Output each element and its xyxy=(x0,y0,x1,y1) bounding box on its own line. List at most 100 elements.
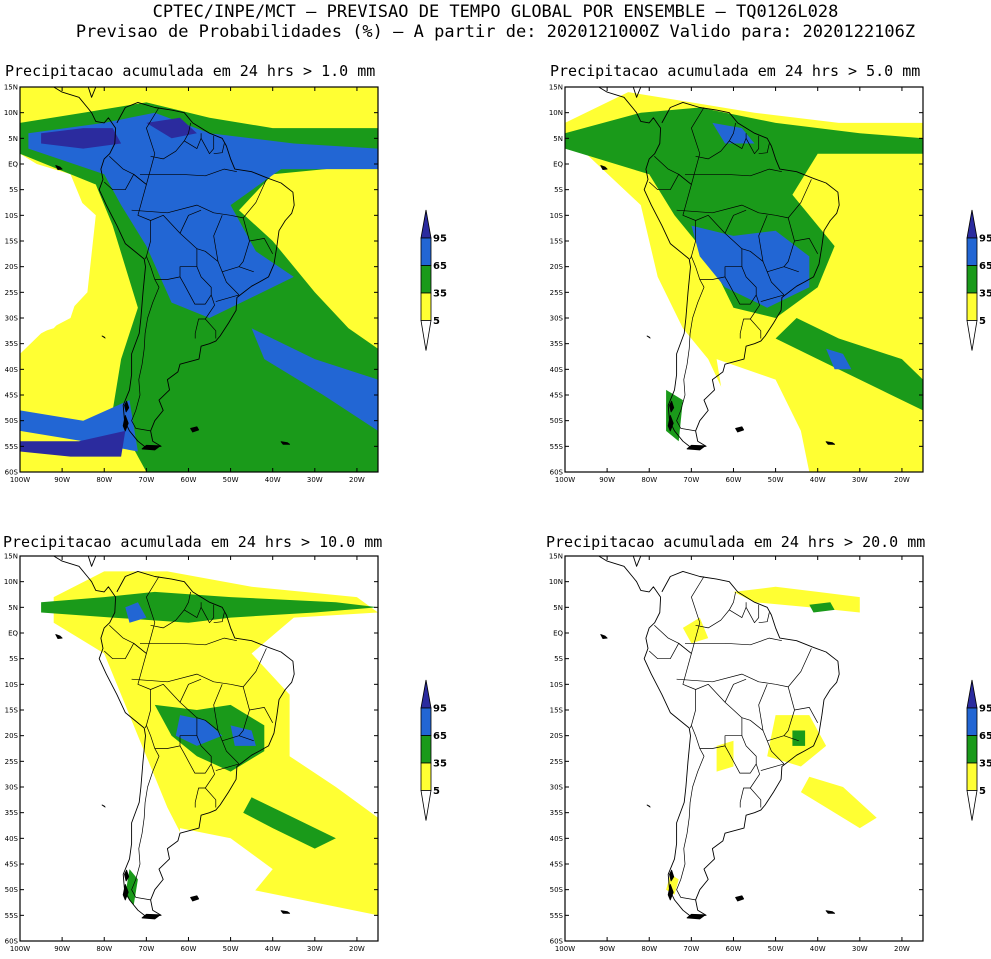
country-border xyxy=(213,215,223,262)
colorbar-triangle-low xyxy=(966,790,978,821)
lon-label: 90W xyxy=(54,476,70,484)
prob-35-region xyxy=(565,107,923,318)
prob-65-region xyxy=(691,225,810,308)
lat-label: EQ xyxy=(8,630,18,638)
country-border xyxy=(729,602,747,618)
lat-label: 35S xyxy=(550,809,564,817)
lon-label: 80W xyxy=(96,945,112,953)
lon-label: 100W xyxy=(555,945,575,953)
country-border xyxy=(242,648,267,688)
colorbar-label: 65 xyxy=(979,261,991,272)
island xyxy=(280,910,291,914)
no-prob-region xyxy=(20,174,96,339)
lon-label: 100W xyxy=(10,945,30,953)
country-border xyxy=(150,122,191,160)
plot-frame xyxy=(19,86,379,473)
colorbar-label: 95 xyxy=(979,704,991,715)
lat-label: 5N xyxy=(8,604,18,612)
lat-label: EQ xyxy=(8,161,18,169)
country-border xyxy=(724,209,747,234)
country-border xyxy=(184,133,202,149)
prob-35-region xyxy=(41,591,378,623)
country-border xyxy=(146,214,198,280)
lat-label: 15S xyxy=(5,238,19,246)
country-border xyxy=(654,576,705,654)
prob-5-region xyxy=(800,776,877,829)
island xyxy=(600,165,608,171)
island xyxy=(600,634,608,640)
country-border xyxy=(200,604,215,624)
colorbar-label: 35 xyxy=(433,759,447,770)
colorbar-label: 5 xyxy=(979,316,986,327)
colorbar-segment xyxy=(966,762,978,791)
colorbar-label: 35 xyxy=(979,289,991,300)
country-border xyxy=(150,591,191,629)
lat-label: 20S xyxy=(5,263,19,271)
map-panel-1mm: 15N 10N 5N EQ 5S 10S 15S 20S 25S 30S 35S 40S 45S 50S 5… xyxy=(4,84,379,484)
lat-label: 35S xyxy=(550,340,564,348)
island xyxy=(669,869,675,882)
country-border xyxy=(194,294,215,339)
coastlines xyxy=(598,87,840,451)
country-border xyxy=(724,266,757,305)
lon-label: 90W xyxy=(599,476,615,484)
lon-label: 50W xyxy=(768,476,784,484)
map-panel-10mm: 15N 10N 5N EQ 5S 10S 15S 20S 25S 30S 35S 40S 45S 50S 5… xyxy=(4,553,379,953)
country-border xyxy=(787,179,812,219)
country-border xyxy=(131,748,160,901)
country-border xyxy=(140,168,237,177)
country-border xyxy=(249,238,274,254)
axes: 15N 10N 5N EQ 5S 10S 15S 20S 25S 30S 35S 40S 45S 50S 5… xyxy=(4,553,379,953)
probability-fields xyxy=(666,586,877,895)
country-border xyxy=(103,173,147,191)
lat-label: 45S xyxy=(5,861,19,869)
panel-title-10mm: Precipitacao acumulada em 24 hrs > 10.0 … xyxy=(3,533,383,551)
colorbar-triangle-low xyxy=(420,320,432,351)
island xyxy=(667,415,674,432)
country-border xyxy=(137,184,151,260)
lon-label: 40W xyxy=(810,476,826,484)
lon-label: 60W xyxy=(726,945,742,953)
central-america-coast xyxy=(632,556,642,567)
colorbar-label: 65 xyxy=(979,731,991,742)
lat-label: 50S xyxy=(5,417,19,425)
central-america-coast xyxy=(632,87,642,98)
country-border xyxy=(146,683,198,749)
lon-label: 40W xyxy=(265,945,281,953)
lat-label: EQ xyxy=(553,161,563,169)
coastlines xyxy=(598,556,840,920)
country-border xyxy=(760,763,785,771)
probability-fields xyxy=(41,571,378,916)
plot-frame xyxy=(19,555,379,942)
country-border xyxy=(205,787,217,808)
country-border xyxy=(242,179,267,219)
lon-label: 60W xyxy=(181,476,197,484)
island xyxy=(735,426,745,433)
prob-65-region xyxy=(251,328,378,431)
lat-label: 20S xyxy=(5,732,19,740)
continent-coastline xyxy=(53,556,295,918)
country-border xyxy=(131,204,231,216)
plot-frame xyxy=(564,555,924,942)
country-border xyxy=(745,135,760,155)
country-border xyxy=(745,604,760,624)
country-border xyxy=(249,707,274,723)
island xyxy=(686,444,706,451)
country-border xyxy=(766,271,785,296)
lon-label: 100W xyxy=(555,476,575,484)
country-border xyxy=(215,294,240,302)
lat-label: 5S xyxy=(9,655,18,663)
lon-label: 20W xyxy=(894,945,910,953)
prob-65-region xyxy=(28,112,378,318)
lat-label: 30S xyxy=(550,315,564,323)
country-border xyxy=(648,173,692,191)
prob-5-region xyxy=(733,586,860,613)
country-border xyxy=(794,707,819,723)
no-prob-region xyxy=(180,828,273,911)
lon-label: 70W xyxy=(138,476,154,484)
colorbar-triangle-low xyxy=(966,320,978,351)
lat-label: 10S xyxy=(5,212,19,220)
lat-label: 10N xyxy=(4,578,18,586)
country-border xyxy=(205,318,217,339)
colorbar-triangle-95 xyxy=(420,679,432,709)
